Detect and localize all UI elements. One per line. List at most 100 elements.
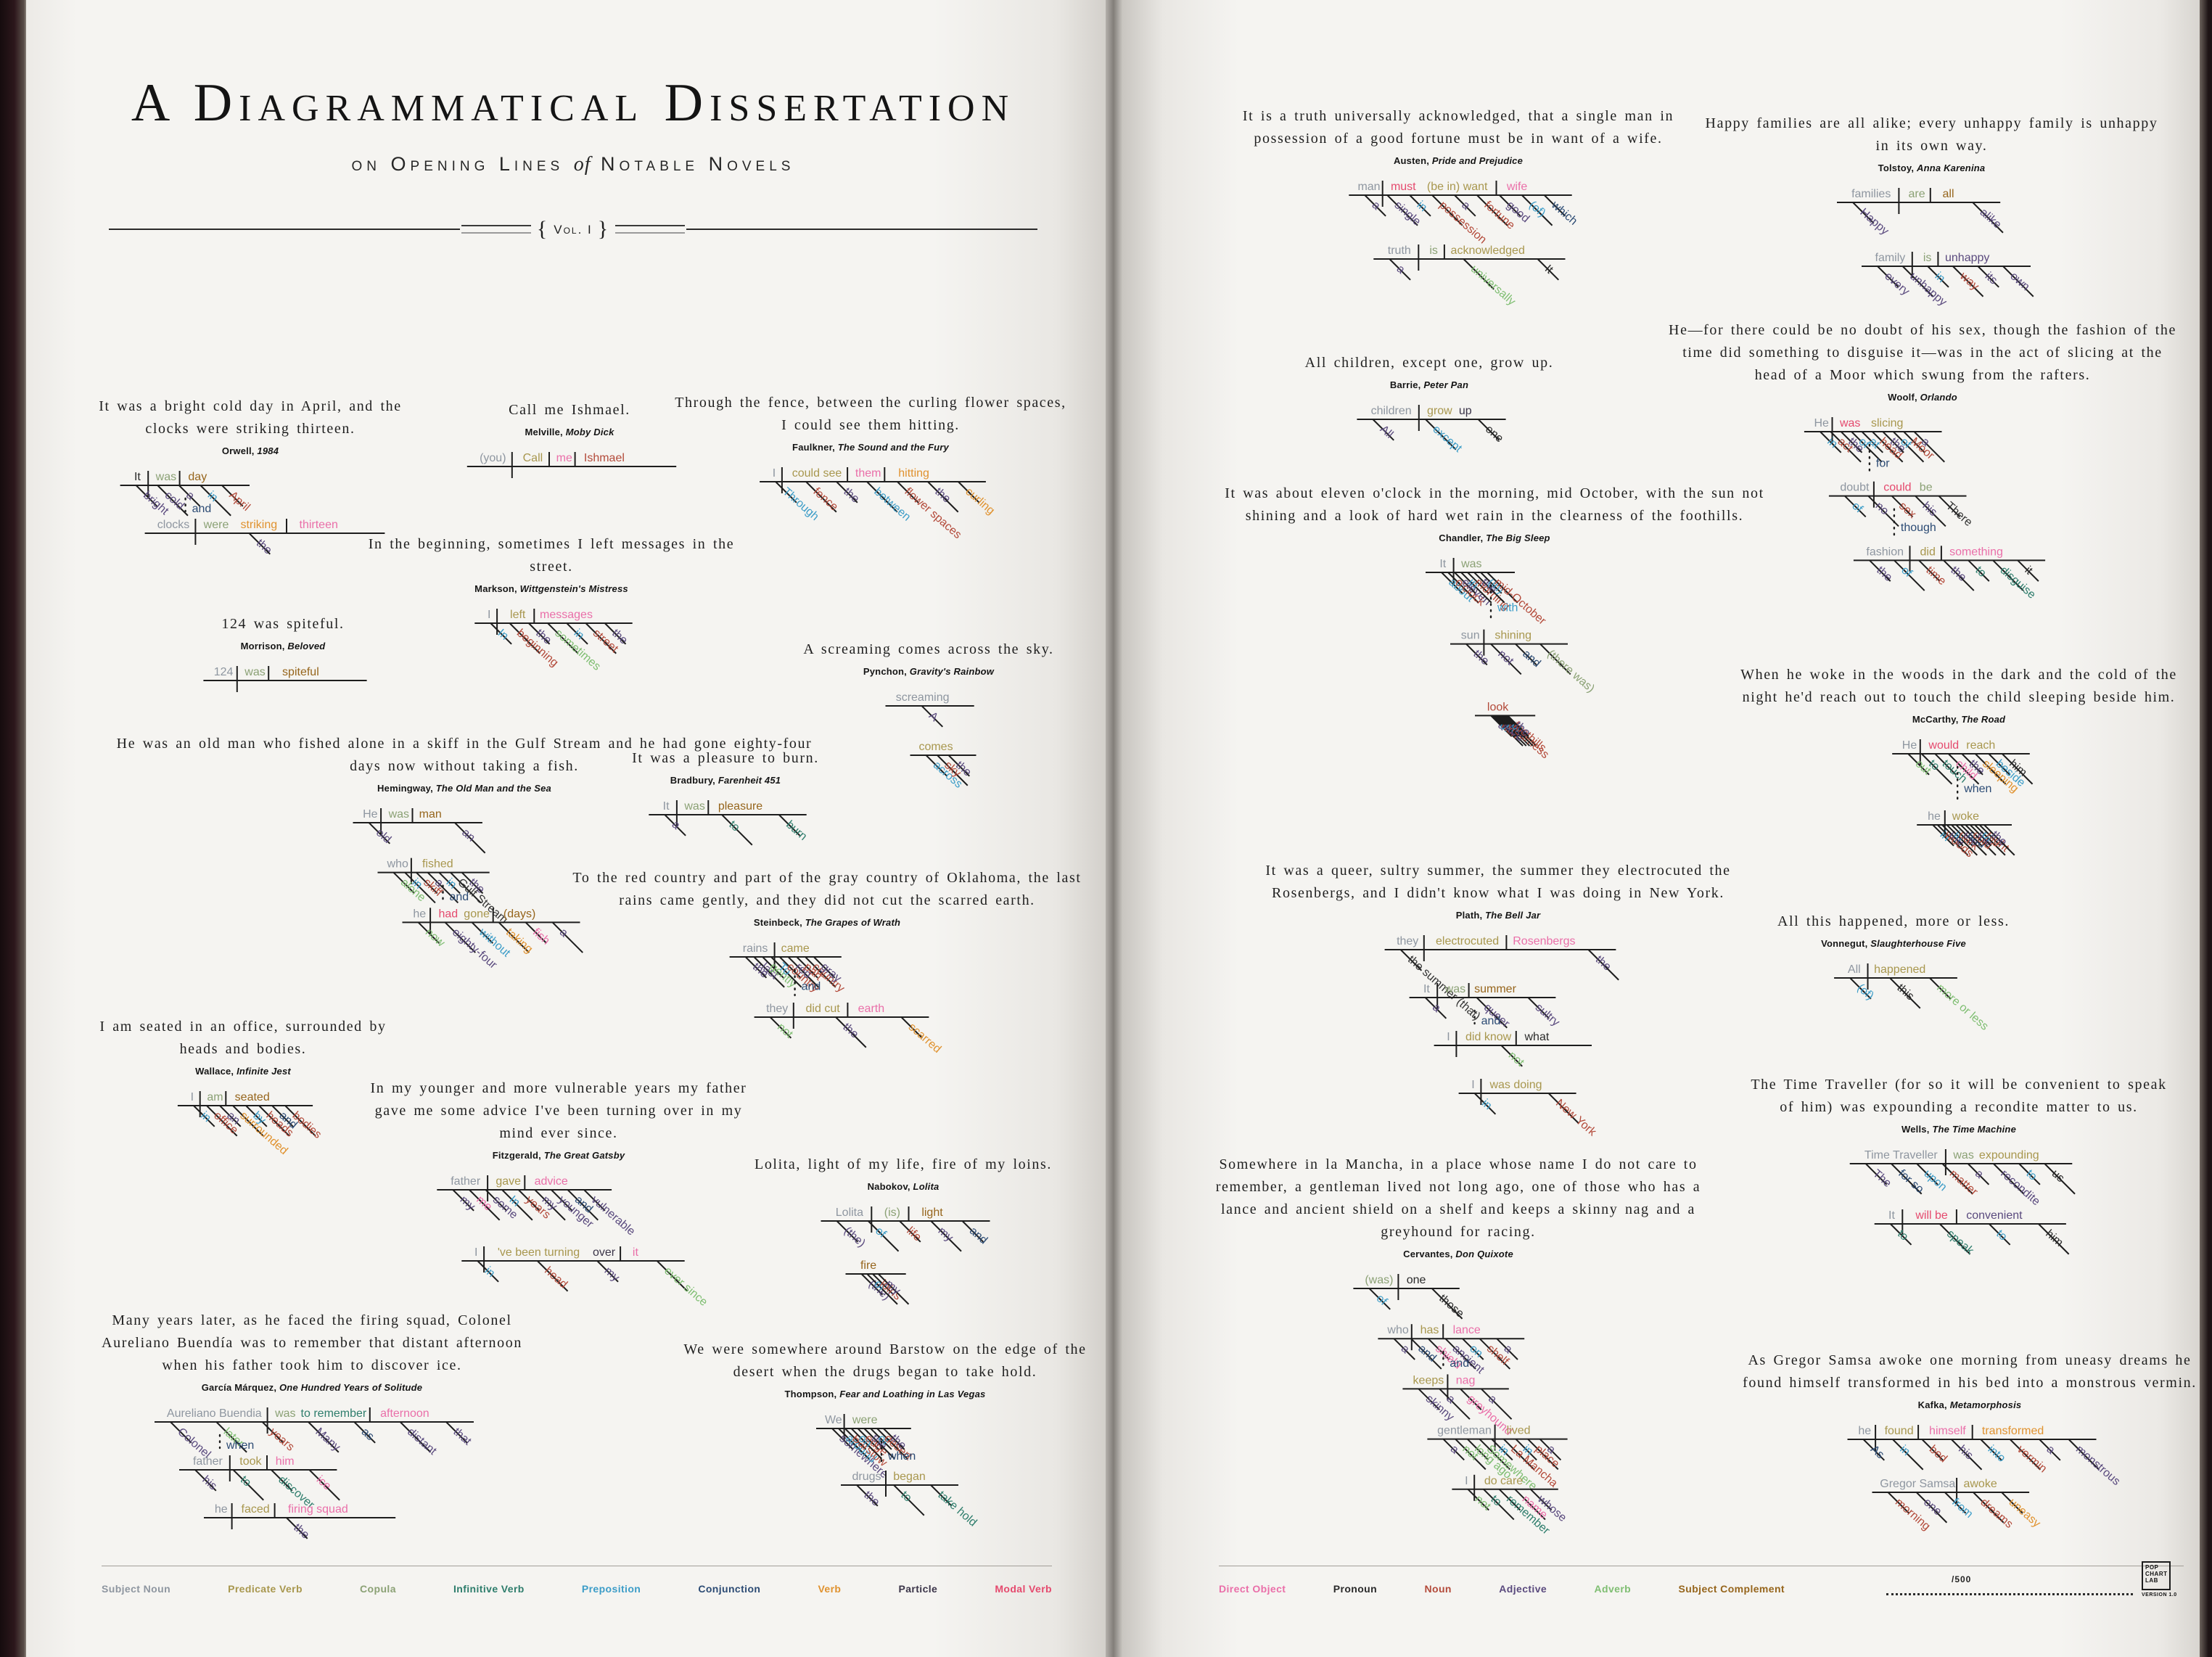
- sentence-diagram-tolstoy: families are all Happy alike family is unhappy e…: [1837, 188, 2034, 308]
- masthead: A Diagrammatical Dissertation on Opening…: [109, 73, 1037, 242]
- svg-text:lived: lived: [1507, 1425, 1531, 1437]
- svg-text:There: There: [1944, 500, 1975, 529]
- svg-text:must: must: [1391, 181, 1416, 193]
- logo-line-1: POP: [2145, 1564, 2159, 1571]
- opening-line-chandler: It was about eleven o'clock in the morni…: [1225, 485, 1764, 524]
- svg-text:I: I: [1471, 1079, 1474, 1091]
- svg-text:(there was): (there was): [1545, 648, 1597, 695]
- entry-cervantes: Somewhere in la Mancha, in a place whose…: [1197, 1154, 1719, 1542]
- svg-text:It: It: [1888, 1209, 1895, 1222]
- svg-text:it: it: [633, 1246, 639, 1259]
- logo-box: POP CHART LAB: [2142, 1561, 2171, 1590]
- book-right-edge: [2200, 0, 2212, 1657]
- work-title: The Time Machine: [1932, 1124, 2016, 1135]
- svg-text:us: us: [2049, 1167, 2067, 1185]
- work-title: Farenheit 451: [718, 775, 781, 786]
- svg-text:to remember: to remember: [301, 1407, 367, 1420]
- author-name: García Márquez,: [201, 1382, 277, 1393]
- divider-ornament-right: [615, 225, 686, 234]
- svg-text:was: was: [1460, 558, 1481, 570]
- work-title: Lolita: [913, 1181, 940, 1192]
- svg-text:clocks: clocks: [157, 519, 189, 531]
- svg-text:which: which: [1548, 199, 1579, 228]
- svg-text:something: something: [1949, 546, 2003, 558]
- svg-text:scarred: scarred: [906, 1021, 943, 1056]
- svg-text:(be in) want: (be in) want: [1427, 181, 1488, 193]
- legend-modal_verb: Modal Verb: [995, 1583, 1052, 1595]
- opening-line-marquez: Many years later, as he faced the firing…: [102, 1312, 522, 1373]
- attribution-hemingway: Hemingway, The Old Man and the Sea: [102, 783, 827, 794]
- entry-morrison: 124 was spiteful. Morrison, Beloved 124 was…: [131, 613, 435, 710]
- legend-predicate_verb: Predicate Verb: [228, 1583, 303, 1595]
- attribution-wallace: Wallace, Infinite Jest: [80, 1066, 406, 1077]
- svg-text:man: man: [419, 808, 442, 821]
- svg-text:transformed: transformed: [1982, 1425, 2044, 1437]
- attribution-bradbury: Bradbury, Farenheit 451: [595, 775, 856, 786]
- svg-text:He: He: [1902, 739, 1917, 752]
- entry-steinbeck: To the red country and part of the gray …: [566, 867, 1088, 1080]
- edition-number-line: /500: [1886, 1574, 2133, 1595]
- svg-text:when: when: [226, 1439, 254, 1452]
- edition-count: /500: [1952, 1574, 1972, 1584]
- svg-text:take hold: take hold: [935, 1489, 979, 1529]
- entry-hemingway: He was an old man who fished alone in a …: [102, 733, 827, 975]
- svg-text:would: would: [1928, 739, 1959, 752]
- work-title: The Bell Jar: [1485, 910, 1541, 921]
- opening-line-pynchon: A screaming comes across the sky.: [803, 641, 1054, 657]
- svg-text:nag: nag: [1456, 1374, 1476, 1386]
- svg-text:was: was: [683, 800, 704, 813]
- svg-text:when: when: [887, 1450, 916, 1463]
- svg-text:wife: wife: [1506, 181, 1528, 193]
- svg-text:more or less: more or less: [1934, 982, 1991, 1033]
- attribution-chandler: Chandler, The Big Sleep: [1204, 533, 1785, 543]
- author-name: Kafka,: [1917, 1399, 1947, 1410]
- opening-line-nabokov: Lolita, light of my life, fire of my loi…: [755, 1156, 1052, 1172]
- svg-text:matter: matter: [1947, 1167, 1981, 1198]
- opening-line-fitzgerald: In my younger and more vulnerable years …: [370, 1080, 747, 1141]
- svg-text:Gregor Samsa: Gregor Samsa: [1880, 1478, 1955, 1490]
- svg-text:took: took: [239, 1455, 262, 1468]
- svg-text:fished: fished: [422, 858, 453, 871]
- entry-fitzgerald: In my younger and more vulnerable years …: [355, 1077, 762, 1335]
- svg-text:(was): (was): [1365, 1274, 1393, 1286]
- svg-text:convenient: convenient: [1966, 1209, 2023, 1222]
- attribution-mccarthy: McCarthy, The Road: [1734, 714, 2184, 725]
- author-name: Bradbury,: [670, 775, 715, 786]
- svg-text:happened: happened: [1874, 963, 1925, 976]
- svg-text:We: We: [825, 1414, 842, 1426]
- svg-text:I: I: [474, 1246, 477, 1259]
- author-name: Orwell,: [221, 445, 255, 456]
- svg-text:except: except: [1430, 423, 1464, 455]
- svg-text:was: was: [155, 471, 176, 483]
- sentence-diagram-woolf: He was slicinginacttheofatheadtheofMoorado…: [1804, 417, 2046, 601]
- work-title: The Road: [1961, 714, 2006, 725]
- sentence-diagram-thompson: We weresomewherearoundBarstowonedgetheofd…: [816, 1414, 979, 1529]
- svg-text:earth: earth: [858, 1003, 884, 1015]
- divider-line-left: [109, 229, 460, 230]
- legend-infinitive_verb: Infinitive Verb: [453, 1583, 525, 1595]
- svg-text:seated: seated: [235, 1091, 270, 1103]
- author-name: Faulkner,: [792, 442, 835, 453]
- attribution-plath: Plath, The Bell Jar: [1259, 910, 1738, 921]
- opening-line-bradbury: It was a pleasure to burn.: [632, 750, 819, 766]
- svg-text:pleasure: pleasure: [718, 800, 762, 813]
- svg-text:be: be: [1920, 482, 1933, 494]
- svg-text:(you): (you): [480, 452, 506, 464]
- attribution-woolf: Woolf, Orlando: [1669, 392, 2176, 403]
- opening-line-faulkner: Through the fence, between the curling f…: [675, 395, 1066, 433]
- work-title: Fear and Loathing in Las Vegas: [839, 1389, 986, 1399]
- legend-copula: Copula: [360, 1583, 396, 1595]
- author-name: Morrison,: [240, 641, 285, 651]
- attribution-markson: Markson, Wittgenstein's Mistress: [363, 583, 740, 594]
- logo-line-3: LAB: [2145, 1577, 2158, 1584]
- attribution-steinbeck: Steinbeck, The Grapes of Wrath: [566, 917, 1088, 928]
- svg-text:found: found: [1885, 1425, 1914, 1437]
- author-name: Pynchon,: [863, 666, 907, 677]
- work-title: Anna Karenina: [1916, 163, 1986, 173]
- svg-text:up: up: [1459, 405, 1472, 417]
- svg-text:did know: did know: [1465, 1031, 1512, 1043]
